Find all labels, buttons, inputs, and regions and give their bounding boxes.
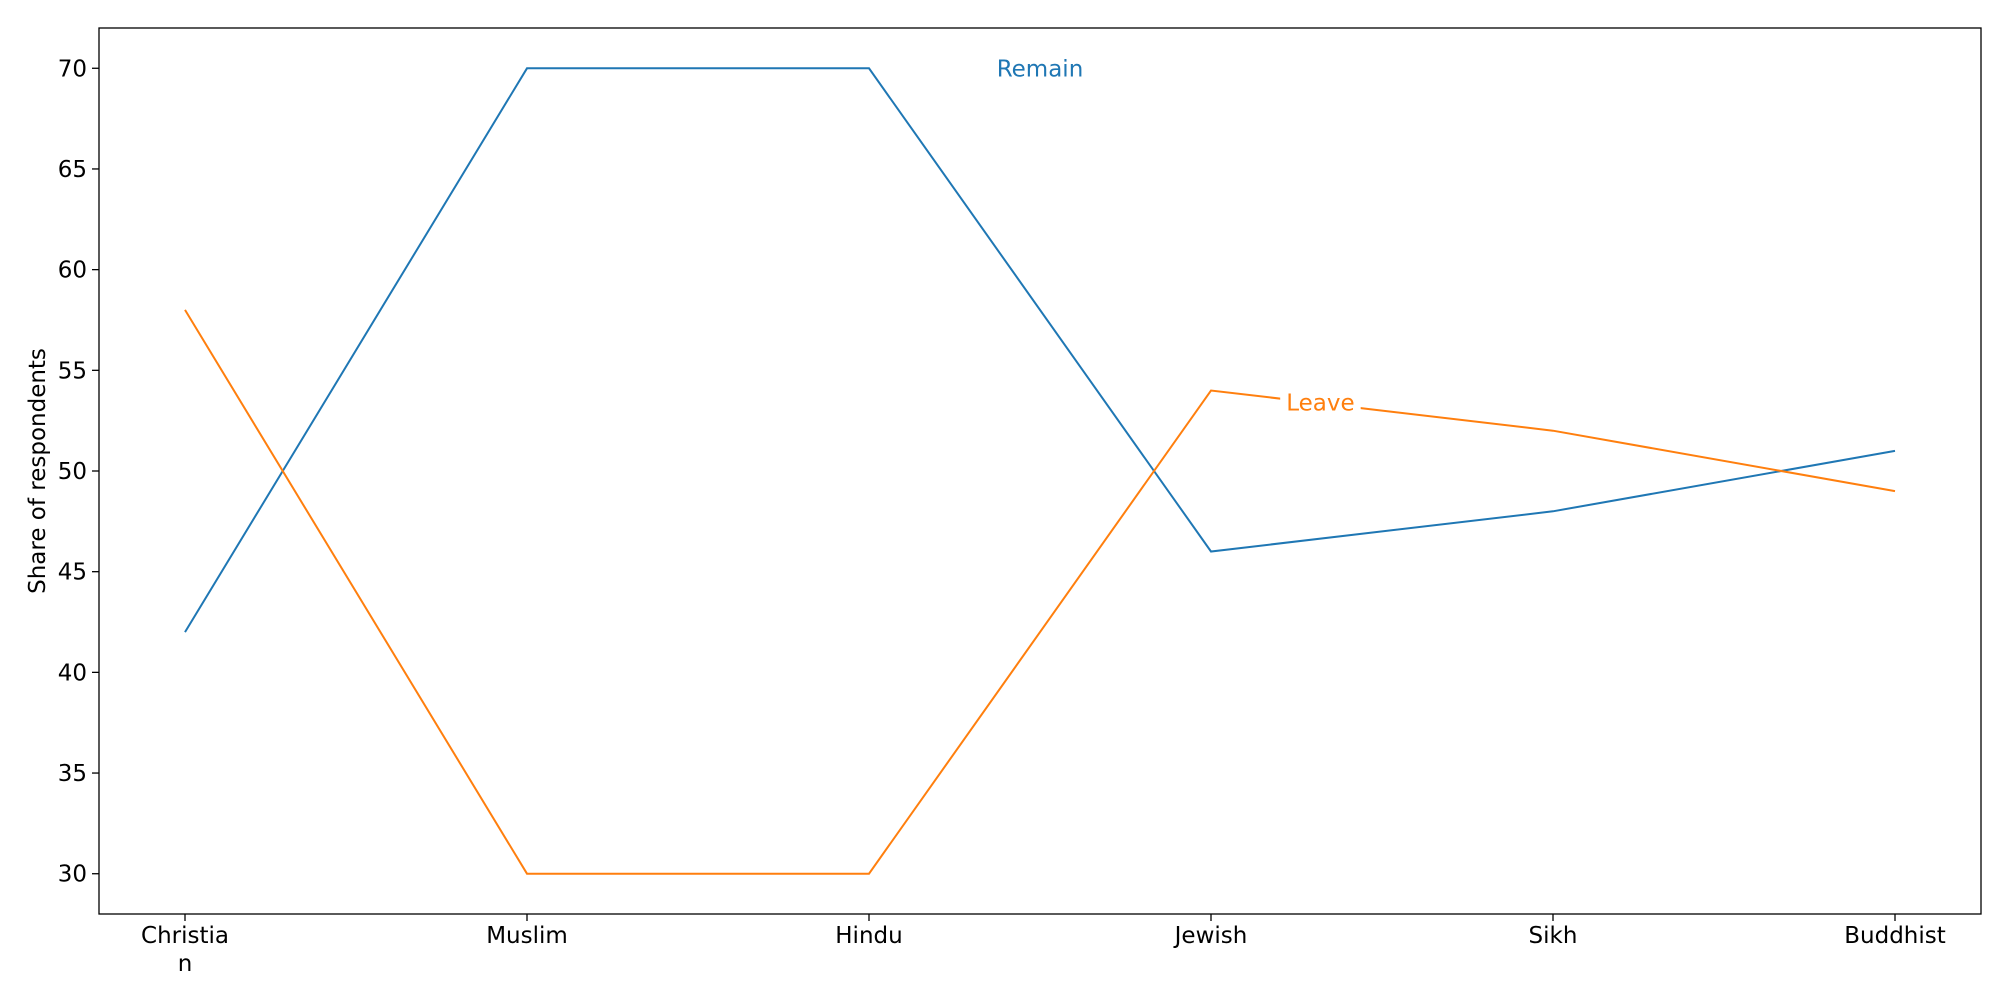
y-tick-label: 65: [58, 157, 87, 183]
plot-frame: [98, 27, 1982, 915]
plot-area: Remain Leave: [184, 53, 1896, 875]
x-tick-label: Christia n: [141, 923, 229, 977]
x-tick-label: Jewish: [1173, 923, 1248, 949]
series-line-leave: [184, 309, 1896, 875]
y-axis-label: Share of respondents: [25, 348, 51, 594]
y-tick-label: 45: [58, 560, 87, 586]
y-tick-label: 55: [58, 358, 87, 384]
x-tick-label: Sikh: [1529, 923, 1578, 949]
x-tick-label: Buddhist: [1844, 923, 1946, 949]
y-tick-label: 30: [58, 862, 87, 888]
y-tick-label: 50: [58, 459, 87, 485]
x-axis: Christia n Muslim Hindu Jewish Sikh Buddhist: [141, 914, 1946, 977]
y-tick-label: 70: [58, 56, 87, 82]
y-axis: 30 35 40 45 50 55 60 65 70: [58, 56, 99, 888]
y-tick-label: 40: [58, 660, 87, 686]
x-tick-label: Muslim: [486, 923, 568, 949]
series-line-remain: [184, 67, 1896, 633]
series-label-remain: Remain: [997, 56, 1084, 82]
y-tick-label: 35: [58, 761, 87, 787]
series-label-backdrop: [1280, 387, 1361, 418]
series-label-leave: Leave: [1286, 391, 1354, 417]
series-label-backdrop: [992, 53, 1088, 84]
x-tick-label: Hindu: [835, 923, 902, 949]
y-tick-label: 60: [58, 258, 87, 284]
